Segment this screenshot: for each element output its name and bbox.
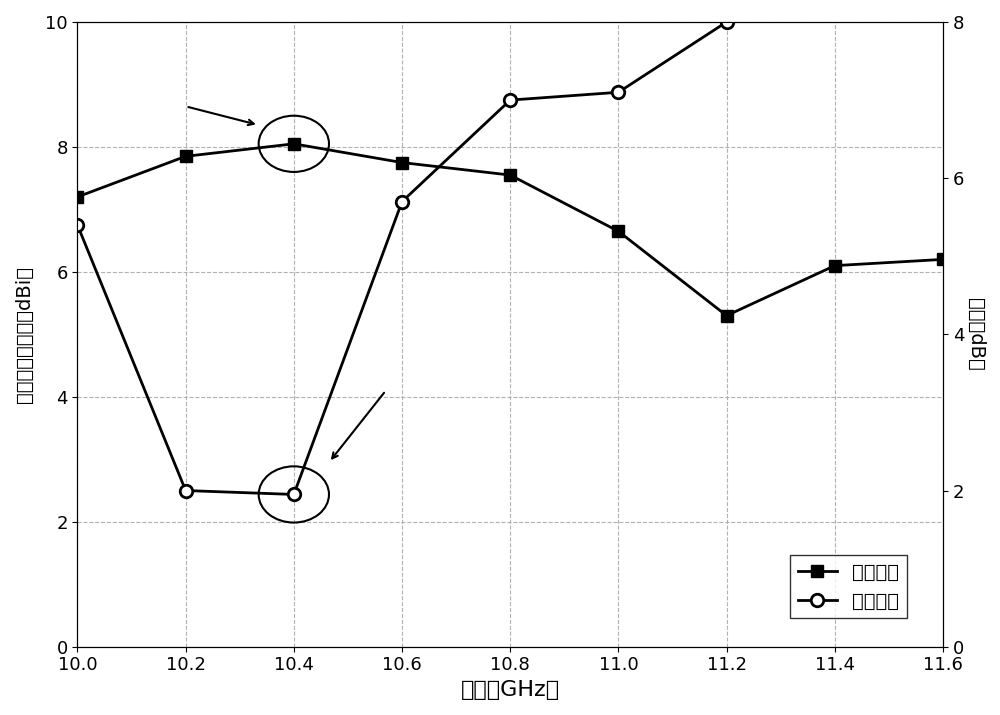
测试轴比 bbox=[504, 96, 516, 104]
测试增益 bbox=[612, 227, 624, 235]
测试增益 bbox=[937, 255, 949, 264]
测试轴比 bbox=[721, 18, 733, 26]
测试增益 bbox=[829, 262, 841, 270]
测试增益 bbox=[396, 158, 408, 167]
测试轴比 bbox=[612, 88, 624, 97]
测试轴比 bbox=[180, 486, 192, 495]
Legend: 测试增益, 测试轴比: 测试增益, 测试轴比 bbox=[790, 555, 907, 618]
测试轴比 bbox=[396, 197, 408, 206]
Line: 测试轴比: 测试轴比 bbox=[71, 16, 733, 500]
测试增益 bbox=[288, 139, 300, 148]
Y-axis label: 右旋圆极化增益（dBi）: 右旋圆极化增益（dBi） bbox=[15, 266, 34, 403]
X-axis label: 频率（GHz）: 频率（GHz） bbox=[461, 680, 560, 700]
测试轴比 bbox=[71, 221, 83, 230]
测试增益 bbox=[71, 192, 83, 201]
测试增益 bbox=[504, 171, 516, 179]
测试增益 bbox=[721, 311, 733, 320]
Line: 测试增益: 测试增益 bbox=[72, 138, 948, 321]
测试增益 bbox=[180, 152, 192, 161]
Y-axis label: 轴比（dB）: 轴比（dB） bbox=[966, 298, 985, 371]
测试轴比 bbox=[288, 490, 300, 499]
